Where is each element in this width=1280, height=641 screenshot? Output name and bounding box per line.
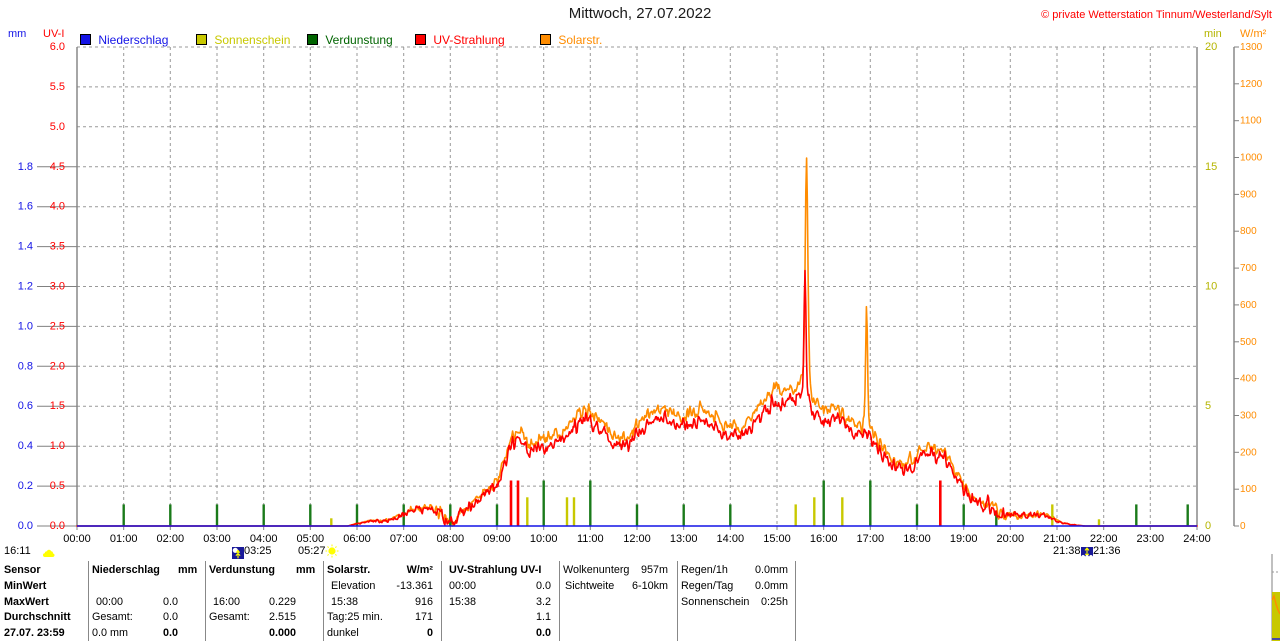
svg-text:100: 100 bbox=[1240, 484, 1257, 495]
svg-text:1.2: 1.2 bbox=[18, 281, 33, 293]
svg-text:24:00: 24:00 bbox=[1183, 533, 1211, 545]
svg-text:14:00: 14:00 bbox=[717, 533, 745, 545]
svg-text:0.2: 0.2 bbox=[18, 480, 33, 492]
svg-text:08:00: 08:00 bbox=[437, 533, 465, 545]
svg-text:500: 500 bbox=[1240, 337, 1257, 348]
svg-text:300: 300 bbox=[1240, 411, 1257, 422]
svg-text:20: 20 bbox=[1205, 41, 1217, 53]
svg-text:0: 0 bbox=[1205, 520, 1211, 532]
svg-text:1.6: 1.6 bbox=[18, 201, 33, 213]
svg-text:17:00: 17:00 bbox=[857, 533, 885, 545]
svg-text:19:00: 19:00 bbox=[950, 533, 978, 545]
svg-text:6.0: 6.0 bbox=[50, 41, 65, 53]
svg-text:400: 400 bbox=[1240, 374, 1257, 385]
svg-text:5.0: 5.0 bbox=[50, 121, 65, 133]
svg-text:10: 10 bbox=[1205, 281, 1217, 293]
svg-text:1000: 1000 bbox=[1240, 153, 1263, 164]
svg-text:800: 800 bbox=[1240, 226, 1257, 237]
svg-text:13:00: 13:00 bbox=[670, 533, 698, 545]
svg-text:11:00: 11:00 bbox=[577, 533, 604, 545]
svg-text:07:00: 07:00 bbox=[390, 533, 418, 545]
svg-text:0: 0 bbox=[1240, 521, 1246, 532]
svg-text:1.5: 1.5 bbox=[50, 400, 65, 412]
svg-text:12:00: 12:00 bbox=[623, 533, 651, 545]
svg-text:2.5: 2.5 bbox=[50, 320, 65, 332]
svg-text:15:00: 15:00 bbox=[763, 533, 791, 545]
svg-text:1.4: 1.4 bbox=[18, 241, 33, 253]
svg-text:15: 15 bbox=[1205, 161, 1217, 173]
svg-text:5: 5 bbox=[1205, 400, 1211, 412]
svg-text:0.0: 0.0 bbox=[50, 520, 65, 532]
svg-text:05:00: 05:00 bbox=[297, 533, 325, 545]
svg-text:16:00: 16:00 bbox=[810, 533, 838, 545]
svg-text:1.0: 1.0 bbox=[18, 320, 33, 332]
svg-text:06:00: 06:00 bbox=[343, 533, 371, 545]
svg-text:22:00: 22:00 bbox=[1090, 533, 1118, 545]
svg-text:1300: 1300 bbox=[1240, 42, 1263, 53]
svg-text:4.0: 4.0 bbox=[50, 201, 65, 213]
svg-text:1200: 1200 bbox=[1240, 79, 1263, 90]
svg-text:1.0: 1.0 bbox=[50, 440, 65, 452]
svg-text:23:00: 23:00 bbox=[1137, 533, 1165, 545]
svg-text:04:00: 04:00 bbox=[250, 533, 278, 545]
svg-text:10:00: 10:00 bbox=[530, 533, 558, 545]
svg-text:00:00: 00:00 bbox=[63, 533, 91, 545]
svg-text:2.0: 2.0 bbox=[50, 360, 65, 372]
svg-text:1.8: 1.8 bbox=[18, 161, 33, 173]
svg-text:1100: 1100 bbox=[1240, 116, 1262, 127]
svg-text:3.5: 3.5 bbox=[50, 241, 65, 253]
svg-text:900: 900 bbox=[1240, 189, 1257, 200]
svg-text:700: 700 bbox=[1240, 263, 1257, 274]
svg-text:0.4: 0.4 bbox=[18, 440, 33, 452]
svg-text:09:00: 09:00 bbox=[483, 533, 511, 545]
svg-text:0.6: 0.6 bbox=[18, 400, 33, 412]
svg-text:4.5: 4.5 bbox=[50, 161, 65, 173]
svg-text:03:00: 03:00 bbox=[203, 533, 231, 545]
svg-text:01:00: 01:00 bbox=[110, 533, 138, 545]
svg-text:200: 200 bbox=[1240, 447, 1257, 458]
svg-text:5.5: 5.5 bbox=[50, 81, 65, 93]
svg-text:0.5: 0.5 bbox=[50, 480, 65, 492]
svg-text:3.0: 3.0 bbox=[50, 281, 65, 293]
svg-text:600: 600 bbox=[1240, 300, 1257, 311]
svg-text:0.0: 0.0 bbox=[18, 520, 33, 532]
svg-text:0.8: 0.8 bbox=[18, 360, 33, 372]
svg-text:02:00: 02:00 bbox=[157, 533, 185, 545]
svg-text:21:00: 21:00 bbox=[1043, 533, 1071, 545]
svg-text:20:00: 20:00 bbox=[997, 533, 1025, 545]
svg-text:18:00: 18:00 bbox=[903, 533, 931, 545]
